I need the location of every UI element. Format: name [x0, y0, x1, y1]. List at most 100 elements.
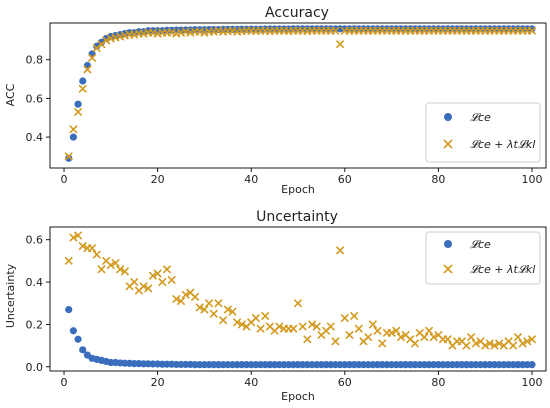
uncertainty-kl-point	[424, 326, 434, 335]
uncertainty-ce-point	[74, 335, 82, 343]
accuracy-kl-point	[101, 36, 111, 45]
uncertainty-kl-point	[349, 311, 359, 321]
uncertainty-legend-ce-label: 𝓛ce	[470, 238, 491, 251]
uncertainty-legend-kl-marker	[443, 264, 453, 274]
accuracy-x-tick-label: 20	[151, 173, 165, 186]
uncertainty-kl-point	[78, 241, 87, 251]
uncertainty-legend-ce-marker	[444, 240, 452, 248]
accuracy-kl-point	[527, 26, 537, 35]
uncertainty-kl-point	[354, 324, 363, 333]
uncertainty-kl-point	[204, 299, 214, 308]
accuracy-ce-point	[74, 100, 82, 108]
accuracy-x-tick-label: 0	[61, 173, 68, 186]
uncertainty-axes-frame	[49, 226, 547, 372]
uncertainty-y-tick-label: 0.0	[26, 361, 44, 374]
uncertainty-x-tick-label: 20	[151, 376, 165, 389]
uncertainty-kl-point	[466, 332, 476, 342]
uncertainty-ce-point	[528, 361, 536, 369]
uncertainty-x-tick-label: 0	[61, 376, 68, 389]
uncertainty-kl-point	[509, 341, 518, 350]
accuracy-legend: 𝓛ce 𝓛ce + λt𝓛kl	[425, 102, 541, 163]
uncertainty-kl-point	[162, 265, 172, 274]
uncertainty-kl-point	[172, 294, 181, 304]
accuracy-ce-point	[79, 77, 87, 85]
uncertainty-kl-point	[176, 296, 186, 306]
accuracy-legend-ce-label: 𝓛ce	[470, 111, 491, 124]
uncertainty-kl-point	[69, 233, 78, 242]
uncertainty-kl-point	[340, 313, 349, 323]
uncertainty-kl-point	[326, 322, 335, 331]
uncertainty-kl-point	[144, 284, 153, 293]
uncertainty-kl-point	[251, 313, 261, 323]
uncertainty-kl-point	[158, 277, 167, 287]
uncertainty-kl-point	[420, 332, 429, 342]
uncertainty-kl-point	[111, 258, 120, 268]
uncertainty-kl-point	[223, 305, 232, 314]
uncertainty-kl-point	[218, 316, 228, 325]
uncertainty-kl-point	[303, 335, 312, 344]
uncertainty-kl-point	[523, 337, 532, 346]
uncertainty-kl-point	[87, 244, 97, 253]
uncertainty-kl-point	[73, 231, 83, 240]
uncertainty-kl-point	[368, 320, 378, 329]
uncertainty-panel: Uncertainty Epoch Uncertainty 0 20 40 60 80 1…	[4, 209, 547, 403]
uncertainty-kl-point	[261, 311, 270, 321]
uncertainty-kl-point	[373, 326, 382, 335]
uncertainty-kl-point	[335, 246, 345, 255]
accuracy-kl-point	[87, 53, 97, 62]
uncertainty-kl-point	[462, 341, 471, 350]
accuracy-kl-point	[167, 28, 176, 37]
uncertainty-kl-point	[237, 320, 247, 329]
uncertainty-x-tick-label: 100	[521, 376, 542, 389]
uncertainty-y-tick-label: 0.6	[26, 234, 44, 247]
uncertainty-kl-point	[139, 282, 148, 291]
accuracy-kl-point	[83, 65, 92, 74]
uncertainty-kl-point	[256, 324, 265, 333]
accuracy-ticks: 0 20 40 60 80 100 0.4 0.6 0.8	[26, 54, 543, 186]
accuracy-ce-point	[65, 154, 73, 162]
uncertainty-kl-point	[345, 330, 354, 340]
uncertainty-ce-point	[69, 327, 77, 335]
accuracy-x-axis-label: Epoch	[281, 183, 315, 196]
uncertainty-kl-point	[181, 290, 190, 299]
uncertainty-kl-point	[167, 275, 176, 285]
uncertainty-kl-point	[410, 339, 420, 348]
uncertainty-kl-point	[293, 299, 303, 308]
uncertainty-kl-point	[106, 260, 115, 270]
accuracy-x-tick-label: 60	[338, 173, 352, 186]
uncertainty-kl-point	[120, 267, 130, 276]
uncertainty-kl-point	[429, 332, 438, 342]
accuracy-legend-kl-marker	[443, 139, 453, 149]
uncertainty-kl-point	[195, 303, 204, 312]
uncertainty-ce-point	[65, 305, 73, 314]
accuracy-kl-point	[78, 84, 87, 93]
uncertainty-legend: 𝓛ce 𝓛ce + λt𝓛kl	[425, 231, 541, 285]
uncertainty-kl-point	[298, 322, 307, 331]
uncertainty-plot-area	[64, 231, 537, 369]
uncertainty-y-tick-label: 0.4	[26, 276, 44, 289]
uncertainty-kl-point	[364, 332, 373, 342]
uncertainty-kl-point	[331, 337, 340, 346]
uncertainty-kl-point	[481, 341, 490, 350]
accuracy-legend-box	[425, 102, 541, 163]
uncertainty-y-axis-label: Uncertainty	[4, 263, 17, 328]
uncertainty-kl-point	[64, 256, 73, 266]
uncertainty-kl-point	[200, 305, 209, 314]
uncertainty-kl-point	[495, 339, 504, 348]
accuracy-x-tick-label: 40	[244, 173, 258, 186]
uncertainty-kl-point	[378, 339, 387, 348]
uncertainty-kl-point	[396, 332, 406, 342]
uncertainty-kl-point	[485, 339, 495, 348]
uncertainty-ce-point	[79, 346, 87, 354]
uncertainty-kl-point	[312, 322, 321, 331]
accuracy-y-tick-label: 0.4	[26, 131, 44, 144]
uncertainty-x-tick-label: 80	[431, 376, 445, 389]
uncertainty-kl-point	[97, 265, 106, 274]
accuracy-axes-frame	[49, 22, 547, 169]
uncertainty-kl-point	[513, 332, 523, 342]
uncertainty-x-tick-label: 40	[244, 376, 258, 389]
uncertainty-legend-kl-label: 𝓛ce + λt𝓛kl	[470, 263, 535, 276]
accuracy-kl-point	[331, 26, 340, 35]
uncertainty-kl-point	[518, 339, 527, 348]
